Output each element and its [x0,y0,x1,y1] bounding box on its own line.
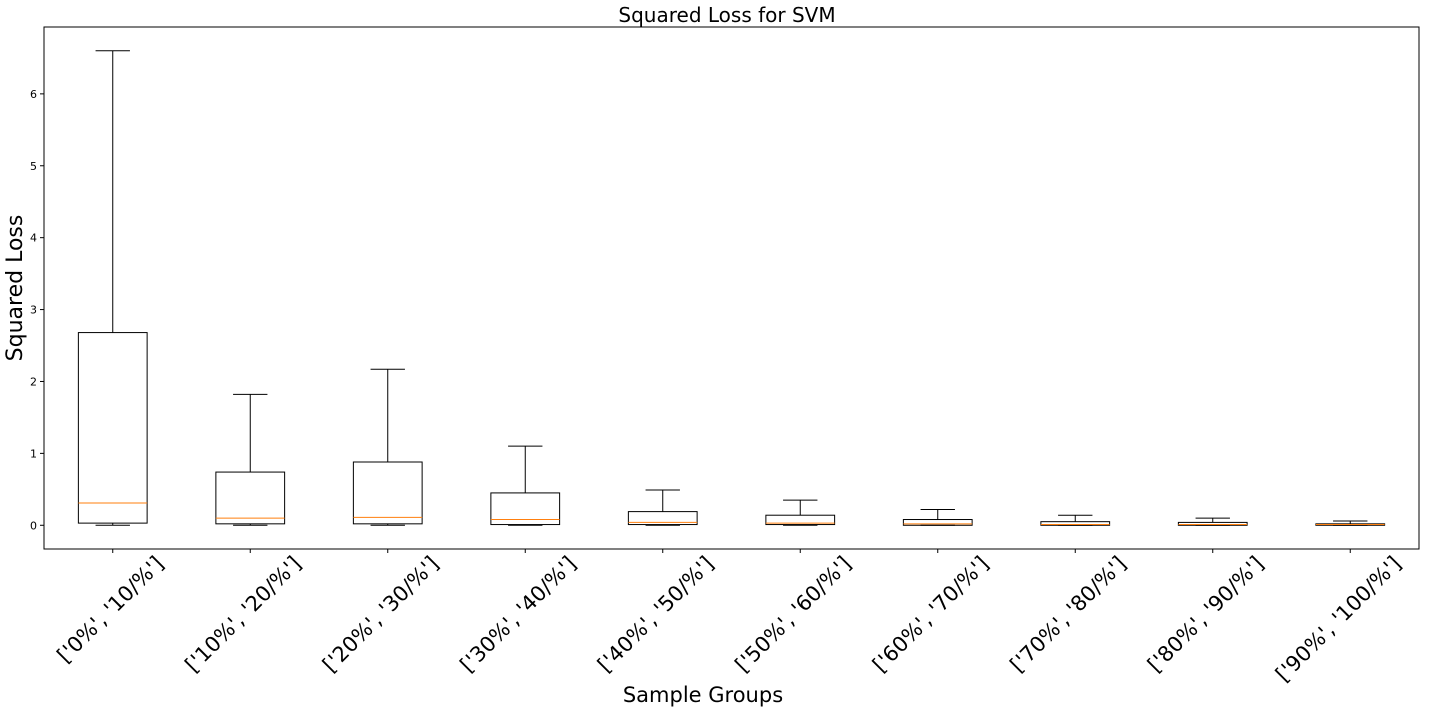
y-tick-label: 3 [30,304,37,317]
box-body [490,492,561,526]
y-axis-label: Squared Loss [3,215,28,362]
y-tick-label: 0 [30,519,37,532]
plot-frame [43,26,1420,550]
box-body [627,511,698,526]
box-body [765,514,836,526]
box-body [1040,521,1111,526]
box-body [902,519,973,526]
y-tick-label: 4 [30,232,37,245]
y-tick-label: 2 [30,375,37,388]
box-body [352,461,423,525]
y-tick-label: 5 [30,160,37,173]
box-body [1177,521,1248,526]
y-tick-label: 6 [30,88,37,101]
chart-title: Squared Loss for SVM [618,3,835,27]
x-axis-label: Sample Groups [623,683,783,707]
box-body [77,332,148,524]
box-body [215,471,286,525]
y-tick-label: 1 [30,447,37,460]
